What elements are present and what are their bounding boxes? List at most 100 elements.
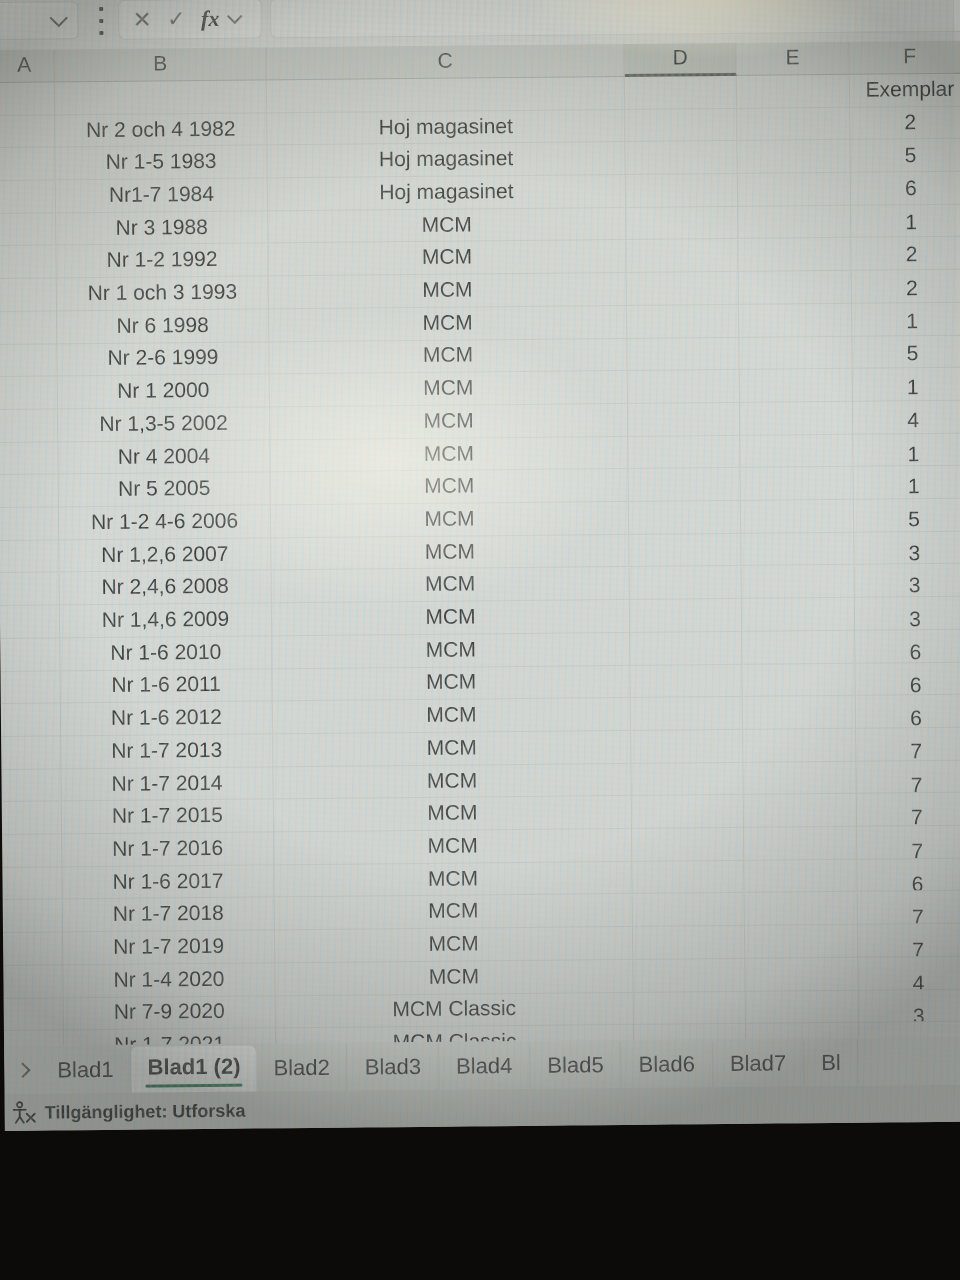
cell-E[interactable]	[744, 826, 858, 861]
cell-C[interactable]: MCM	[273, 763, 632, 800]
cell-E[interactable]	[741, 597, 856, 632]
cell-B[interactable]: Nr 1-6 2017	[62, 865, 275, 900]
cell-D[interactable]	[628, 435, 741, 470]
cell-C[interactable]: MCM	[274, 861, 633, 898]
cell-F[interactable]: Exemplar	[849, 73, 960, 108]
sheet-tab-blad3[interactable]: Blad3	[347, 1043, 440, 1091]
cell-A[interactable]	[2, 899, 63, 934]
cell-B[interactable]: Nr 1-6 2010	[60, 636, 273, 671]
cell-D[interactable]	[629, 533, 742, 568]
cell-D[interactable]	[627, 337, 740, 372]
cell-E[interactable]	[742, 663, 856, 698]
cell-B[interactable]: Nr 2 och 4 1982	[55, 113, 268, 148]
cell-D[interactable]	[631, 762, 744, 797]
cell-C[interactable]: Hoj magasinet	[267, 175, 627, 212]
cell-C[interactable]: MCM	[271, 600, 631, 637]
cell-B[interactable]: Nr 2-6 1999	[57, 341, 270, 377]
cell-A[interactable]	[0, 670, 61, 705]
cell-D[interactable]	[626, 272, 739, 306]
cell-A[interactable]	[0, 344, 58, 378]
cell-F[interactable]: 3	[854, 564, 960, 598]
cell-C[interactable]: MCM	[274, 894, 633, 931]
cell-E[interactable]	[738, 270, 852, 305]
cell-A[interactable]	[0, 115, 56, 149]
cell-E[interactable]	[741, 565, 855, 600]
cell-A[interactable]	[0, 507, 60, 541]
cell-A[interactable]	[0, 376, 58, 410]
cell-D[interactable]	[627, 370, 740, 404]
cell-B[interactable]: Nr 1-7 2016	[62, 832, 275, 868]
cell-C[interactable]: MCM	[272, 632, 631, 669]
accessibility-status-label[interactable]: Tillgänglighet: Utforska	[44, 1100, 246, 1123]
cell-A[interactable]	[3, 965, 64, 999]
cell-D[interactable]	[627, 402, 741, 437]
cell-A[interactable]	[0, 311, 58, 345]
cell-E[interactable]	[745, 957, 859, 992]
cell-A[interactable]	[0, 180, 57, 214]
cell-E[interactable]	[742, 696, 857, 730]
cell-B[interactable]: Nr 1-2 1992	[56, 243, 269, 279]
cell-D[interactable]	[633, 991, 746, 1026]
cell-B[interactable]: Nr 2,4,6 2008	[59, 570, 272, 606]
cell-C[interactable]: MCM	[272, 698, 632, 735]
cell-E[interactable]	[738, 303, 853, 338]
cell-C[interactable]: MCM	[270, 502, 630, 539]
cell-A[interactable]	[2, 834, 63, 868]
cell-A[interactable]	[1, 736, 62, 770]
cell-A[interactable]	[0, 540, 60, 574]
cell-F[interactable]: 7	[857, 825, 960, 860]
cell-F[interactable]: 7	[856, 760, 960, 795]
cell-C[interactable]: MCM Classic	[275, 992, 634, 1029]
cell-D[interactable]	[625, 141, 738, 176]
cell-D[interactable]	[632, 926, 746, 960]
cell-D[interactable]	[626, 239, 739, 274]
cell-B[interactable]: Nr 1,2,6 2007	[59, 538, 272, 573]
cell-D[interactable]	[628, 468, 741, 503]
cell-B[interactable]: Nr 1-6 2012	[60, 701, 274, 737]
sheet-tab-bl[interactable]: Bl	[803, 1039, 859, 1087]
cell-C[interactable]: MCM	[275, 959, 634, 996]
cell-A[interactable]	[0, 572, 60, 607]
cell-C[interactable]: MCM	[270, 469, 629, 506]
cell-F[interactable]: 7	[856, 727, 960, 762]
cell-B[interactable]: Nr 1-7 2013	[61, 734, 274, 770]
cell-C[interactable]: MCM	[269, 403, 629, 441]
cell-E[interactable]	[743, 794, 858, 828]
chevron-right-icon[interactable]	[4, 1046, 40, 1094]
cell-E[interactable]	[743, 728, 857, 763]
cell-A[interactable]	[3, 997, 64, 1032]
cell-F[interactable]: 5	[852, 335, 960, 370]
cell-E[interactable]	[742, 630, 856, 665]
cell-F[interactable]: 3	[858, 989, 960, 1024]
cell-F[interactable]: 1	[851, 204, 960, 239]
cell-D[interactable]	[633, 958, 746, 993]
cell-E[interactable]	[745, 990, 859, 1025]
cell-B[interactable]: Nr 4 2004	[58, 440, 271, 475]
cell-C[interactable]: Hoj magasinet	[267, 109, 626, 146]
cell-C[interactable]: MCM	[271, 567, 630, 604]
cell-F[interactable]: 6	[850, 171, 960, 206]
cell-F[interactable]: 5	[853, 498, 960, 533]
cell-B[interactable]: Nr 1,3-5 2002	[57, 407, 271, 443]
cell-F[interactable]: 4	[858, 956, 960, 991]
cell-F[interactable]: 7	[857, 891, 960, 925]
cell-C[interactable]: MCM	[274, 829, 633, 866]
cell-E[interactable]	[737, 172, 852, 207]
cell-E[interactable]	[744, 924, 859, 959]
column-header-b[interactable]: B	[54, 47, 267, 83]
cell-B[interactable]	[54, 80, 268, 116]
cell-E[interactable]	[740, 467, 854, 501]
cell-B[interactable]: Nr 1 2000	[57, 374, 270, 410]
cell-B[interactable]: Nr 1-7 2015	[61, 799, 275, 835]
cell-F[interactable]: 2	[851, 269, 960, 304]
cell-D[interactable]	[630, 664, 743, 699]
cell-A[interactable]	[0, 147, 56, 182]
cell-A[interactable]	[2, 867, 63, 901]
cell-D[interactable]	[630, 631, 743, 666]
sheet-tab-blad2[interactable]: Blad2	[256, 1044, 349, 1092]
sheet-tab-blad1-2[interactable]: Blad1 (2)	[131, 1045, 257, 1093]
cell-C[interactable]: MCM	[274, 927, 634, 964]
cell-F[interactable]: 6	[857, 858, 960, 893]
cell-D[interactable]	[629, 599, 743, 633]
cell-F[interactable]: 6	[855, 629, 960, 664]
